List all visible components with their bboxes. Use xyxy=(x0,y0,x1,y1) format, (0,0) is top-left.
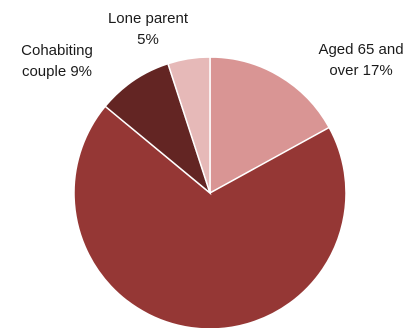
slice-label-3: Lone parent 5% xyxy=(108,10,189,48)
pie-slice-0 xyxy=(209,56,331,195)
slice-label-line: over 17% xyxy=(329,62,392,79)
slice-label-line: 5% xyxy=(137,31,159,48)
pie-slice-3 xyxy=(167,56,211,194)
slice-label-line: Aged 65 and xyxy=(318,41,403,58)
pie-slices xyxy=(73,56,347,328)
slice-labels: Aged 65 and over 17% Cohabiting couple 9% Lo… xyxy=(21,10,403,80)
slice-label-line: Cohabiting xyxy=(21,42,93,59)
slice-label-line: couple 9% xyxy=(22,63,92,80)
slice-label-2: Cohabiting couple 9% xyxy=(21,42,93,80)
slice-label-line: Lone parent xyxy=(108,10,189,27)
slice-label-0: Aged 65 and over 17% xyxy=(318,41,403,79)
pie-slice-1 xyxy=(73,105,347,328)
